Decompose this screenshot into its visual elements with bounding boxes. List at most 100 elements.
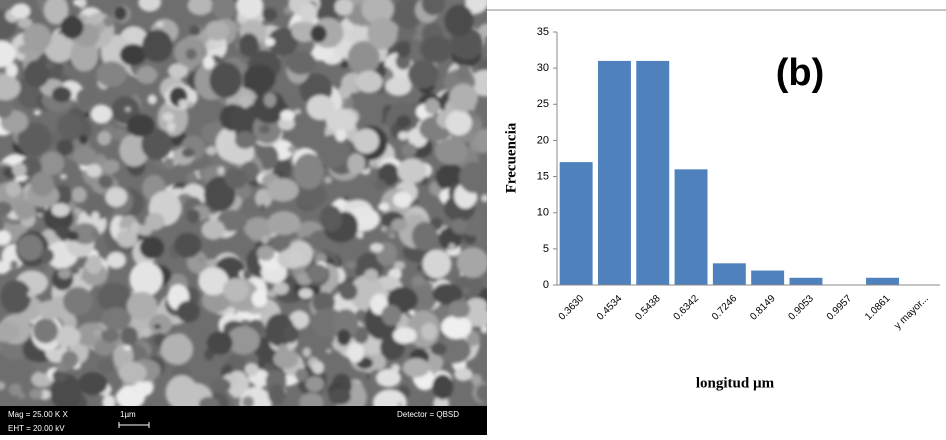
grain	[261, 235, 270, 244]
bar	[751, 270, 785, 285]
grain	[437, 336, 471, 364]
grain	[422, 249, 452, 279]
grain	[238, 33, 259, 57]
grain	[189, 25, 201, 36]
grain	[174, 232, 202, 258]
grain	[51, 203, 70, 217]
grain	[458, 161, 487, 194]
y-tick-label: 15	[537, 170, 549, 182]
grain	[243, 217, 273, 240]
grain	[256, 245, 275, 261]
grain	[367, 17, 398, 50]
grain	[198, 267, 229, 296]
grain	[133, 379, 154, 397]
grain	[29, 388, 43, 400]
grain	[396, 40, 411, 58]
grain	[114, 6, 127, 21]
grain	[222, 278, 250, 302]
grain	[181, 148, 195, 158]
grain	[129, 261, 163, 297]
grain	[0, 75, 21, 101]
grain	[294, 181, 327, 209]
grain	[102, 159, 120, 174]
grain	[299, 2, 318, 23]
grain	[434, 138, 469, 165]
grain	[210, 37, 225, 49]
grain	[103, 16, 114, 27]
grain	[475, 128, 487, 152]
grain	[101, 307, 132, 331]
grain	[349, 25, 365, 41]
grain	[119, 43, 147, 66]
grain	[432, 283, 463, 305]
grain	[58, 268, 72, 279]
grain	[160, 333, 194, 365]
grain	[336, 329, 351, 346]
grain	[63, 286, 93, 316]
grain	[148, 314, 172, 335]
grain	[17, 234, 44, 261]
grain	[200, 48, 207, 56]
grain	[5, 181, 22, 197]
grain	[90, 229, 100, 238]
mag-label: Mag = 25.00 K X	[8, 410, 68, 419]
grain	[313, 0, 341, 23]
grain	[264, 37, 275, 47]
grain	[312, 291, 335, 314]
grain	[465, 297, 487, 314]
grain	[466, 308, 487, 328]
grain	[451, 218, 467, 235]
grain	[302, 347, 312, 358]
grain	[466, 330, 481, 347]
grain	[325, 348, 332, 354]
grain	[286, 51, 316, 75]
bar	[712, 263, 746, 285]
grain	[32, 318, 59, 344]
grain	[470, 373, 482, 386]
grain	[116, 229, 138, 248]
grain	[70, 38, 99, 72]
grain	[293, 153, 324, 190]
grain	[267, 27, 298, 57]
grain	[401, 143, 417, 157]
grain	[33, 110, 41, 116]
grain	[106, 251, 126, 269]
grain	[267, 289, 277, 298]
grain	[73, 146, 97, 167]
grain	[40, 248, 54, 264]
grain	[71, 186, 87, 203]
grain	[124, 106, 131, 112]
x-tick-label: 0.8149	[748, 293, 778, 323]
grain	[288, 310, 310, 330]
grain	[338, 83, 352, 99]
grain	[347, 153, 366, 175]
grain	[385, 76, 412, 96]
grain	[353, 326, 369, 344]
grain	[456, 247, 487, 278]
grain	[328, 388, 351, 405]
grain	[395, 52, 411, 70]
grain	[356, 231, 364, 239]
grain	[141, 128, 173, 161]
grain	[268, 384, 286, 405]
grain	[71, 222, 99, 245]
grain	[239, 94, 252, 109]
x-tick-label: 0.3630	[557, 293, 587, 323]
grain	[242, 395, 255, 406]
grain	[480, 325, 487, 333]
scale-label: 1µm	[120, 410, 136, 419]
grain	[306, 94, 335, 121]
grain	[242, 269, 252, 280]
grain	[176, 300, 200, 323]
grain	[10, 3, 31, 19]
grain	[307, 264, 329, 283]
grain	[24, 60, 50, 88]
y-tick-label: 5	[543, 243, 549, 255]
info-bar	[0, 406, 487, 435]
grain	[118, 362, 147, 384]
grain	[52, 369, 68, 383]
grain	[454, 367, 473, 381]
grain	[17, 17, 33, 29]
grain	[421, 0, 446, 16]
